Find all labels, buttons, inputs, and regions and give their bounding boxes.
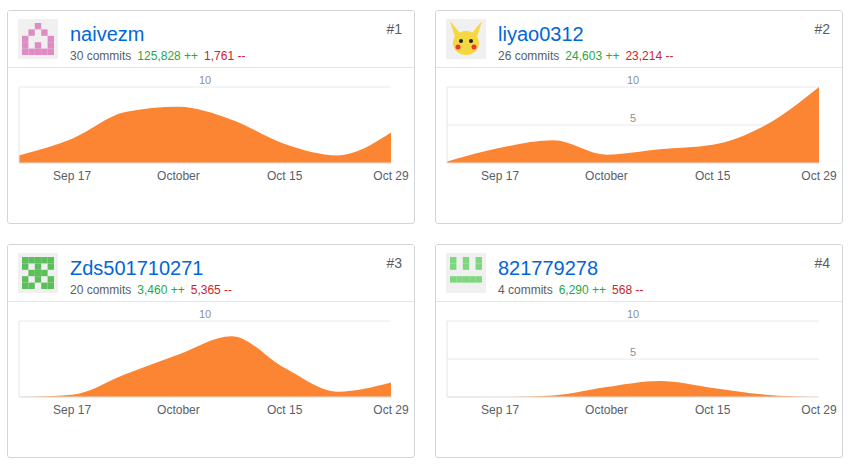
html-text:26 commits: 26 commits bbox=[498, 49, 560, 63]
svg-text:October: October bbox=[585, 169, 628, 183]
html-text:4 commits: 4 commits bbox=[498, 283, 553, 297]
html-text:20 commits: 20 commits bbox=[70, 283, 132, 297]
html-text:568 --: 568 -- bbox=[612, 283, 644, 297]
html-text:#2: #2 bbox=[814, 21, 830, 37]
svg-text:Sep 17: Sep 17 bbox=[481, 403, 519, 417]
html-text:5,365 --: 5,365 -- bbox=[190, 283, 233, 297]
svg-text:October: October bbox=[157, 169, 200, 183]
svg-text:10: 10 bbox=[199, 308, 211, 320]
svg-text:Oct 15: Oct 15 bbox=[695, 169, 731, 183]
html-text:3,460 ++: 3,460 ++ bbox=[137, 283, 185, 297]
svg-text:Oct 15: Oct 15 bbox=[267, 169, 303, 183]
html-text:Zds501710271: Zds501710271 bbox=[70, 257, 204, 279]
svg-text:10: 10 bbox=[627, 308, 639, 320]
html-text:6,290 ++: 6,290 ++ bbox=[558, 283, 607, 297]
html-text:naivezm: naivezm bbox=[70, 23, 145, 45]
html-text:#3: #3 bbox=[386, 255, 402, 271]
svg-text:Sep 17: Sep 17 bbox=[481, 169, 519, 183]
html-text:30 commits: 30 commits bbox=[70, 49, 132, 63]
svg-text:Oct 29: Oct 29 bbox=[801, 403, 837, 417]
html-text:#1: #1 bbox=[386, 21, 402, 37]
html-text:1,761 --: 1,761 -- bbox=[204, 49, 246, 63]
svg-text:5: 5 bbox=[630, 112, 636, 124]
svg-text:Oct 29: Oct 29 bbox=[373, 169, 409, 183]
svg-text:Oct 29: Oct 29 bbox=[373, 403, 409, 417]
svg-text:5: 5 bbox=[630, 346, 636, 358]
svg-text:Sep 17: Sep 17 bbox=[53, 169, 91, 183]
svg-text:Oct 29: Oct 29 bbox=[801, 169, 837, 183]
html-text:#4: #4 bbox=[814, 255, 830, 271]
svg-text:Sep 17: Sep 17 bbox=[53, 403, 91, 417]
svg-text:10: 10 bbox=[199, 74, 211, 86]
svg-text:10: 10 bbox=[627, 74, 639, 86]
html-text:liyao0312: liyao0312 bbox=[498, 23, 584, 45]
svg-text:Oct 15: Oct 15 bbox=[267, 403, 303, 417]
svg-text:Oct 15: Oct 15 bbox=[695, 403, 731, 417]
svg-text:October: October bbox=[585, 403, 628, 417]
html-text:24,603 ++: 24,603 ++ bbox=[565, 49, 620, 63]
html-text:23,214 --: 23,214 -- bbox=[625, 49, 674, 63]
html-text:125,828 ++: 125,828 ++ bbox=[137, 49, 199, 63]
html-text:821779278: 821779278 bbox=[498, 257, 599, 279]
svg-text:October: October bbox=[157, 403, 200, 417]
